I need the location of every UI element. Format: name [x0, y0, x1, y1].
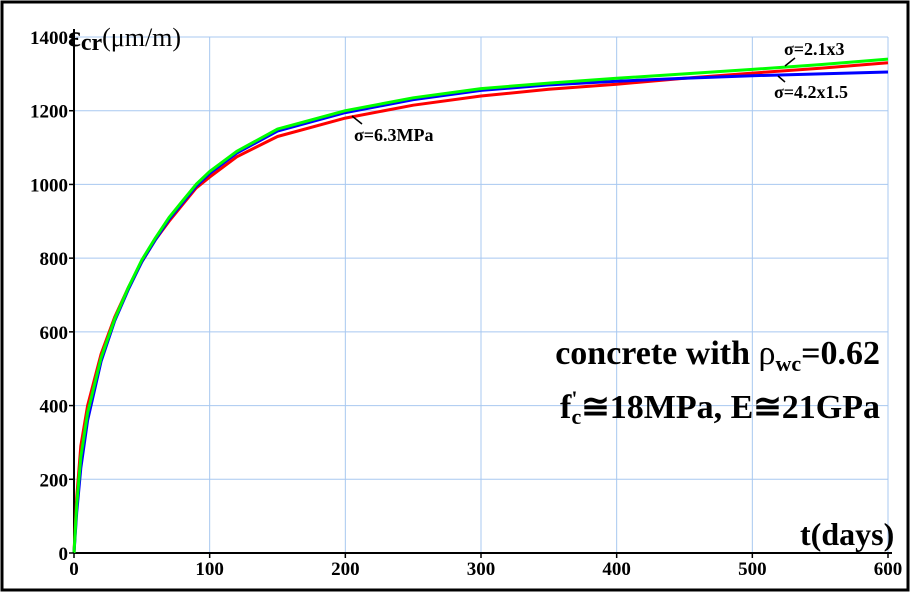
- x-tick-label-300: 300: [467, 559, 496, 580]
- y-tick-label-0: 0: [59, 544, 69, 565]
- series-label-green: σ=2.1x3: [784, 39, 845, 59]
- y-tick-label-200: 200: [40, 470, 69, 491]
- x-tick-label-100: 100: [195, 559, 224, 580]
- x-axis-label: t(days): [800, 516, 894, 552]
- y-axis-label: εcr(μm/m): [68, 20, 181, 56]
- series-label-blue: σ=4.2x1.5: [774, 82, 848, 102]
- series-leader-red: [351, 115, 363, 125]
- series-line-green: [72, 57, 889, 554]
- series-group: [72, 57, 889, 554]
- x-tick-label-600: 600: [874, 559, 903, 580]
- grid: [74, 36, 889, 553]
- y-tick-label-600: 600: [40, 323, 69, 344]
- tick-labels: 0 100 200 300 400 500 600 0 200 400 600 800 1000 1200…: [30, 28, 902, 580]
- y-tick-label-400: 400: [40, 397, 69, 418]
- y-tick-label-1000: 1000: [30, 175, 68, 196]
- y-tick-label-1200: 1200: [30, 102, 68, 123]
- series-leader-blue: [777, 75, 786, 83]
- concrete-annotation-line2: f' c≅18MPa, E≅21GPa: [560, 386, 880, 429]
- series-leader-green: [784, 57, 796, 67]
- x-tick-label-400: 400: [602, 559, 631, 580]
- y-tick-label-800: 800: [40, 249, 69, 270]
- x-tick-label-500: 500: [738, 559, 767, 580]
- series-label-red: σ=6.3MPa: [354, 125, 434, 145]
- y-tick-label-1400: 1400: [30, 28, 68, 49]
- x-tick-label-200: 200: [331, 559, 360, 580]
- concrete-annotation-line1: concrete with ρwc=0.62: [555, 335, 880, 376]
- x-tick-label-0: 0: [69, 559, 79, 580]
